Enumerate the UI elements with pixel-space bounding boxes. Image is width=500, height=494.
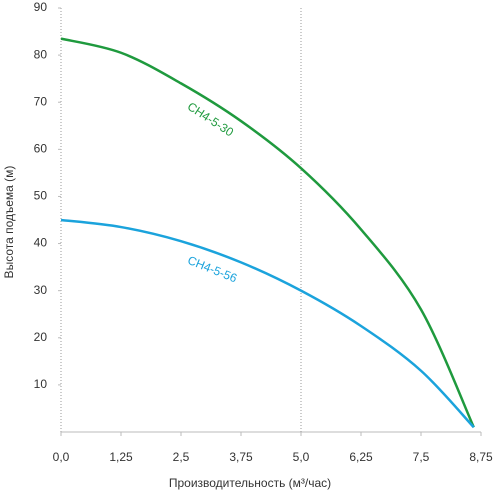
- y-tick-label: 50: [34, 189, 48, 203]
- x-tick-label: 5,0: [293, 450, 310, 464]
- y-tick-label: 20: [34, 330, 48, 344]
- x-tick-label: 7,5: [413, 450, 430, 464]
- y-tick-label: 80: [34, 47, 48, 61]
- x-tick-label: 6,25: [349, 450, 373, 464]
- x-tick-label: 8,75: [469, 450, 493, 464]
- y-tick-label: 10: [34, 377, 48, 391]
- x-tick-label: 3,75: [229, 450, 253, 464]
- x-tick-label: 2,5: [173, 450, 190, 464]
- series-label: CH4-5-30: [185, 99, 237, 139]
- x-axis-label: Производительность (м³/час): [169, 476, 331, 490]
- y-tick-label: 60: [34, 142, 48, 156]
- y-tick-label: 70: [34, 94, 48, 108]
- y-tick-label: 40: [34, 236, 48, 250]
- x-tick-label: 0,0: [53, 450, 70, 464]
- y-tick-label: 90: [34, 0, 48, 14]
- y-tick-label: 30: [34, 283, 48, 297]
- line: [60, 218, 475, 429]
- line: [60, 37, 475, 428]
- x-tick-label: 1,25: [109, 450, 133, 464]
- y-axis-label: Высота подъема (м): [2, 166, 16, 279]
